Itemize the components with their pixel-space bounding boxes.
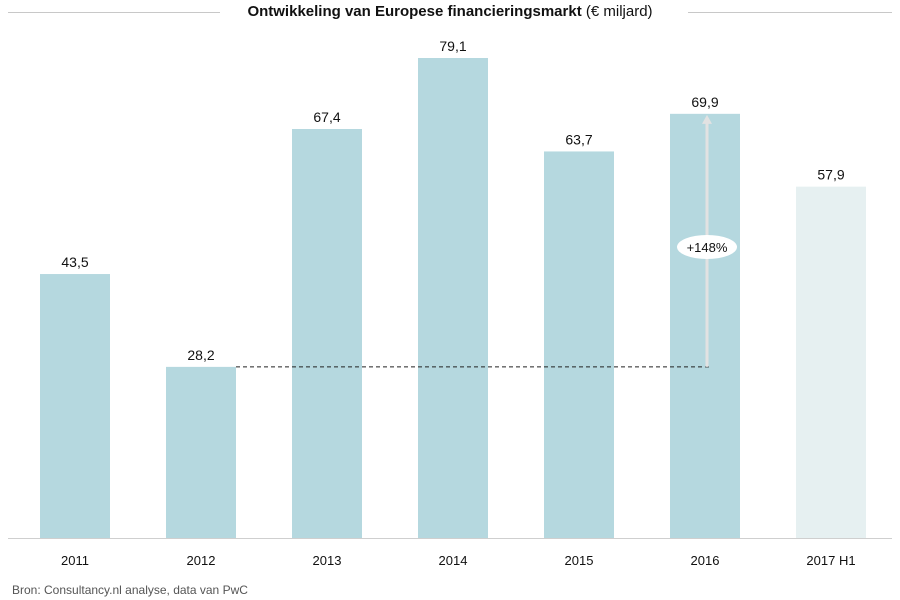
arrow-head-icon xyxy=(702,114,712,124)
x-tick-label: 2017 H1 xyxy=(806,553,855,568)
title-unit: (€ miljard) xyxy=(585,3,653,20)
data-label: 63,7 xyxy=(565,131,592,147)
chart-title: Ontwikkeling van Europese financieringsm… xyxy=(0,3,900,20)
bar xyxy=(544,151,614,538)
source-note: Bron: Consultancy.nl analyse, data van P… xyxy=(12,583,248,597)
bar xyxy=(796,186,866,538)
data-label: 69,9 xyxy=(691,94,718,110)
data-label: 67,4 xyxy=(313,109,340,125)
title-rule-left xyxy=(8,12,220,13)
data-label: 79,1 xyxy=(439,38,466,54)
x-tick-label: 2011 xyxy=(61,553,89,568)
x-tick-label: 2015 xyxy=(565,553,594,568)
data-label: 28,2 xyxy=(187,347,214,363)
growth-label: +148% xyxy=(687,240,728,255)
bar xyxy=(166,366,236,538)
x-tick-label: 2014 xyxy=(439,553,468,568)
title-main: Ontwikkeling van Europese financieringsm… xyxy=(247,3,582,20)
x-tick-label: 2012 xyxy=(187,553,216,568)
bar xyxy=(292,128,362,539)
bar xyxy=(670,113,740,538)
bar xyxy=(418,58,488,538)
title-rule-right xyxy=(688,12,892,13)
x-tick-label: 2013 xyxy=(313,553,342,568)
bar xyxy=(40,274,110,538)
data-label: 57,9 xyxy=(817,167,844,183)
growth-badge xyxy=(677,235,737,259)
data-label: 43,5 xyxy=(61,254,88,270)
x-tick-label: 2016 xyxy=(691,553,720,568)
